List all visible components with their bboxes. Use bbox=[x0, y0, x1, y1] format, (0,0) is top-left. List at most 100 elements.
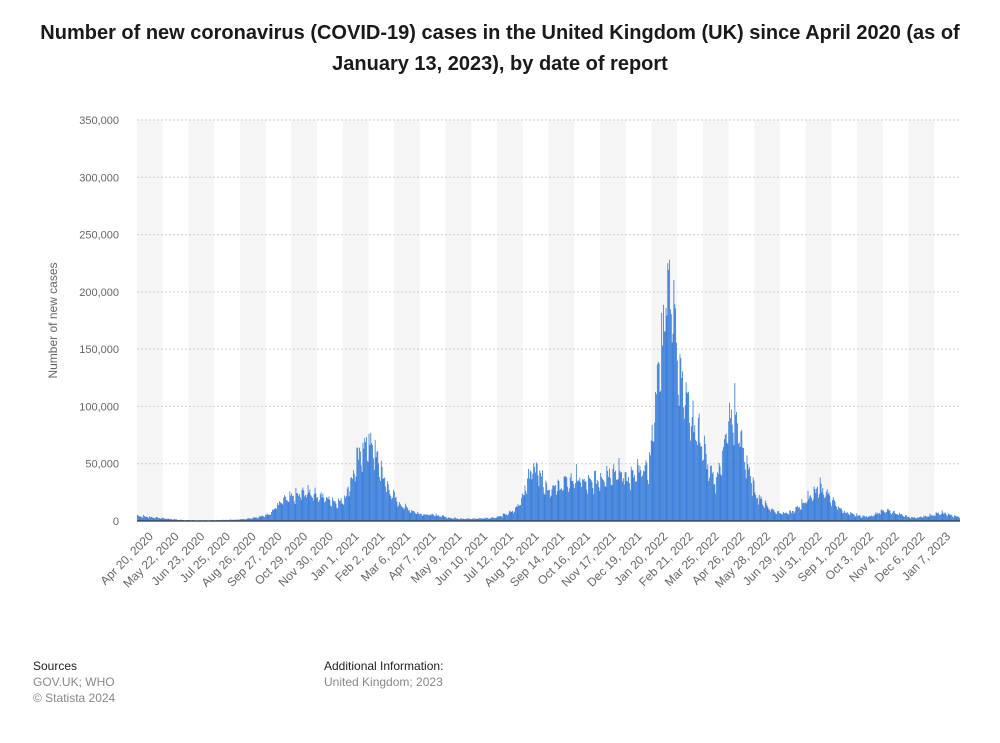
bar bbox=[297, 493, 299, 521]
bar bbox=[812, 499, 814, 521]
bar bbox=[757, 497, 758, 521]
bar bbox=[384, 477, 386, 521]
bar bbox=[616, 479, 618, 521]
bar bbox=[655, 391, 656, 521]
bar bbox=[454, 517, 455, 521]
bar bbox=[595, 470, 596, 521]
bar bbox=[882, 511, 884, 521]
bar bbox=[941, 510, 943, 521]
sources-line-1[interactable]: GOV.UK; WHO bbox=[33, 675, 115, 689]
bar bbox=[549, 497, 551, 521]
bar bbox=[819, 477, 821, 521]
bar bbox=[852, 514, 854, 521]
bar bbox=[320, 492, 322, 521]
bar bbox=[312, 500, 314, 521]
bar bbox=[933, 515, 935, 521]
bar bbox=[412, 511, 414, 521]
bar bbox=[808, 499, 810, 521]
bar bbox=[231, 519, 232, 521]
bar bbox=[179, 519, 181, 521]
bar bbox=[469, 518, 471, 521]
bar bbox=[619, 470, 621, 521]
bar bbox=[395, 496, 397, 521]
bar bbox=[428, 515, 430, 521]
bar bbox=[561, 488, 562, 521]
bar bbox=[660, 390, 662, 521]
bar bbox=[401, 507, 403, 521]
bar bbox=[802, 503, 804, 521]
bar bbox=[737, 423, 738, 521]
bar bbox=[825, 496, 826, 521]
bar bbox=[301, 489, 303, 521]
bar bbox=[294, 504, 296, 521]
bar bbox=[420, 514, 422, 521]
bar bbox=[415, 513, 417, 521]
bar bbox=[800, 509, 802, 521]
bar bbox=[514, 507, 516, 521]
bar bbox=[540, 473, 542, 521]
bar bbox=[905, 515, 906, 521]
bar bbox=[466, 518, 467, 521]
bar bbox=[265, 515, 267, 521]
bar bbox=[139, 516, 141, 521]
bar bbox=[491, 517, 493, 521]
bar bbox=[511, 511, 513, 521]
bar bbox=[914, 517, 916, 521]
bar bbox=[273, 509, 275, 521]
bar bbox=[530, 471, 532, 521]
bar bbox=[612, 468, 614, 521]
bar bbox=[304, 496, 306, 521]
bar bbox=[707, 464, 709, 521]
bar bbox=[837, 509, 839, 521]
bar bbox=[531, 479, 533, 521]
y-tick-label: 50,000 bbox=[85, 459, 119, 471]
bar bbox=[317, 496, 319, 521]
bar bbox=[346, 488, 348, 521]
bar bbox=[671, 342, 673, 521]
bar bbox=[363, 448, 365, 521]
bar bbox=[773, 510, 775, 521]
bar bbox=[244, 519, 246, 521]
bar bbox=[379, 477, 380, 521]
bar bbox=[314, 487, 316, 521]
bar bbox=[903, 516, 905, 521]
bar bbox=[503, 513, 505, 521]
bar bbox=[479, 518, 481, 521]
bar bbox=[826, 489, 828, 521]
bar bbox=[683, 407, 684, 521]
bar bbox=[512, 510, 514, 521]
bar bbox=[396, 501, 398, 521]
bar bbox=[741, 429, 743, 521]
bar bbox=[256, 517, 258, 521]
bar bbox=[731, 424, 733, 521]
bar bbox=[519, 505, 521, 521]
bar bbox=[388, 489, 390, 521]
bar bbox=[354, 481, 356, 521]
bar bbox=[950, 514, 952, 521]
bar bbox=[581, 486, 582, 521]
bar bbox=[629, 483, 630, 521]
bar bbox=[371, 443, 373, 521]
bar bbox=[663, 331, 665, 521]
bar bbox=[524, 485, 526, 521]
bar bbox=[632, 470, 634, 521]
bar bbox=[325, 501, 326, 521]
bar bbox=[336, 507, 338, 521]
bar bbox=[474, 518, 476, 521]
bar bbox=[795, 507, 797, 521]
bar bbox=[704, 444, 706, 521]
bar bbox=[446, 517, 447, 521]
bar bbox=[777, 511, 778, 521]
bar bbox=[352, 470, 354, 521]
bar bbox=[538, 486, 540, 521]
bar bbox=[936, 512, 938, 521]
bar bbox=[564, 476, 566, 521]
bar bbox=[747, 464, 749, 521]
sources-line-2: © Statista 2024 bbox=[33, 691, 116, 705]
bar bbox=[364, 438, 366, 521]
bar bbox=[752, 477, 754, 521]
bar bbox=[159, 518, 161, 521]
bar bbox=[525, 491, 527, 521]
bar bbox=[372, 444, 373, 521]
bar bbox=[770, 511, 771, 521]
